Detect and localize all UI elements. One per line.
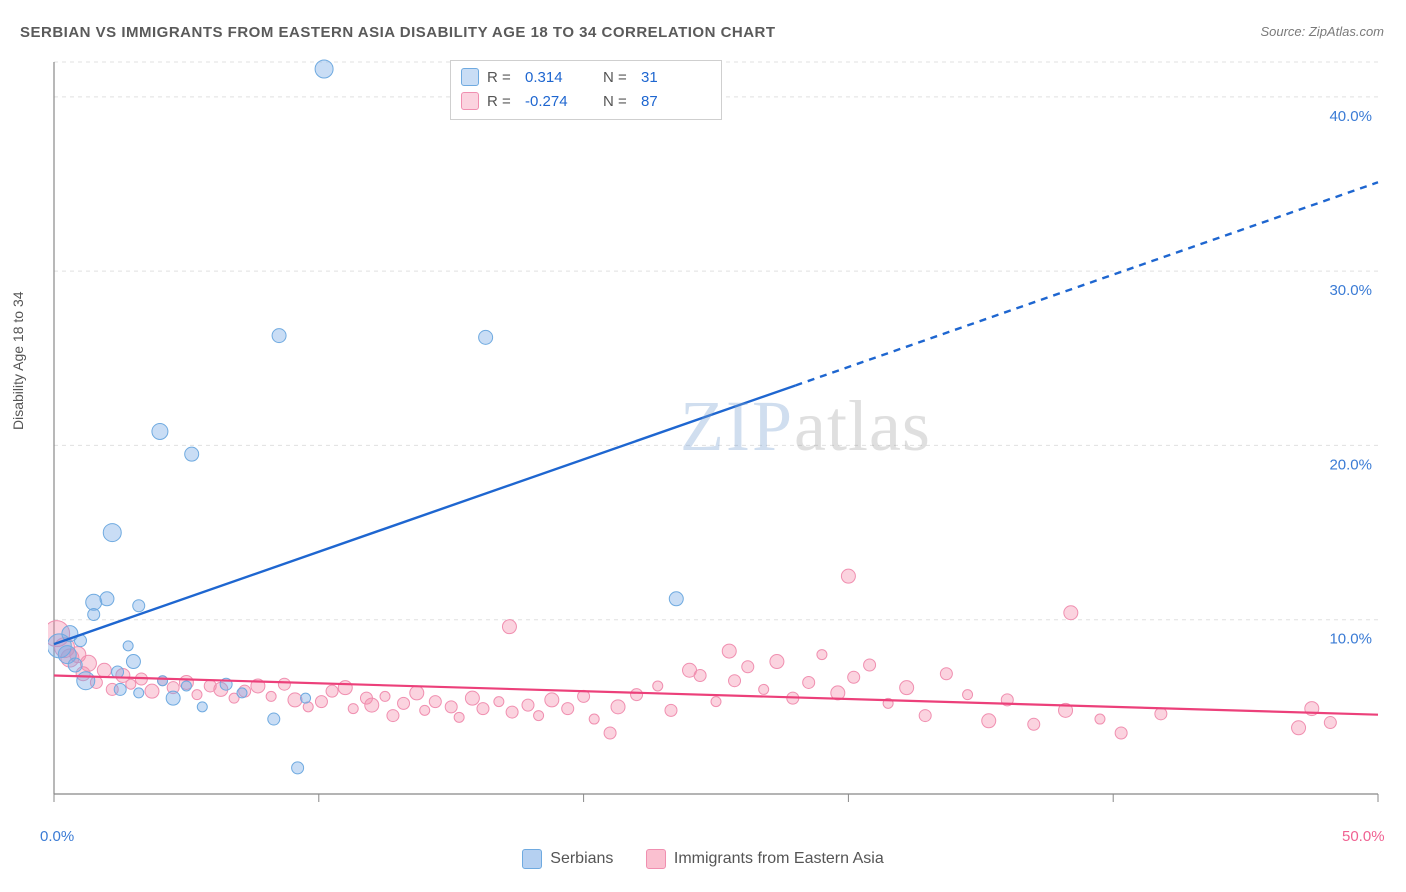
- swatch-serbians: [461, 68, 479, 86]
- r-value-serbians: 0.314: [525, 69, 595, 86]
- chart-title: SERBIAN VS IMMIGRANTS FROM EASTERN ASIA …: [20, 24, 776, 41]
- legend-label-immigrants: Immigrants from Eastern Asia: [674, 850, 884, 868]
- plot-svg: 10.0% 20.0% 30.0% 40.0%: [48, 58, 1388, 824]
- legend-item-immigrants: Immigrants from Eastern Asia: [646, 849, 884, 869]
- svg-text:30.0%: 30.0%: [1329, 282, 1372, 299]
- r-label: R =: [487, 69, 517, 86]
- svg-text:20.0%: 20.0%: [1329, 456, 1372, 473]
- r-label: R =: [487, 93, 517, 110]
- x-tick-first: 0.0%: [40, 828, 74, 845]
- scatter-plot: 10.0% 20.0% 30.0% 40.0%: [48, 58, 1388, 824]
- stats-row-immigrants: R = -0.274 N = 87: [461, 89, 711, 113]
- n-label: N =: [603, 93, 633, 110]
- legend-label-serbians: Serbians: [550, 850, 613, 868]
- svg-text:40.0%: 40.0%: [1329, 108, 1372, 125]
- r-value-immigrants: -0.274: [525, 93, 595, 110]
- legend-swatch-immigrants: [646, 849, 666, 869]
- stats-legend: R = 0.314 N = 31 R = -0.274 N = 87: [450, 60, 722, 120]
- swatch-immigrants: [461, 92, 479, 110]
- y-axis-label: Disability Age 18 to 34: [10, 291, 26, 430]
- stats-row-serbians: R = 0.314 N = 31: [461, 65, 711, 89]
- svg-text:10.0%: 10.0%: [1329, 631, 1372, 648]
- source-attribution: Source: ZipAtlas.com: [1260, 24, 1384, 39]
- legend-swatch-serbians: [522, 849, 542, 869]
- x-tick-last: 50.0%: [1342, 828, 1385, 845]
- legend-item-serbians: Serbians: [522, 849, 613, 869]
- n-label: N =: [603, 69, 633, 86]
- bottom-legend: Serbians Immigrants from Eastern Asia: [0, 849, 1406, 874]
- n-value-immigrants: 87: [641, 93, 711, 110]
- n-value-serbians: 31: [641, 69, 711, 86]
